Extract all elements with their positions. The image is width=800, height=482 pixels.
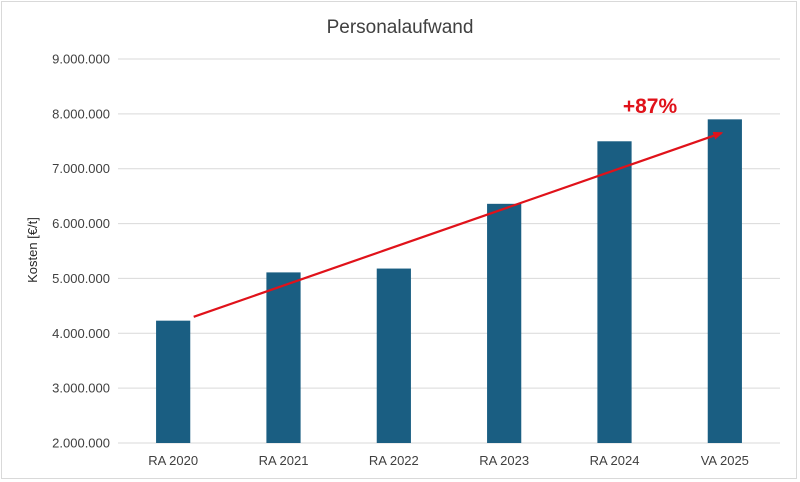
y-tick-label: 2.000.000 <box>52 436 110 451</box>
y-tick-label: 3.000.000 <box>52 381 110 396</box>
x-tick-label: RA 2024 <box>590 453 640 468</box>
chart-title: Personalaufwand <box>327 17 474 38</box>
bar <box>597 141 632 444</box>
x-tick-label: VA 2025 <box>701 453 749 468</box>
x-tick-label: RA 2021 <box>259 453 309 468</box>
bar <box>707 119 742 443</box>
y-tick-label: 6.000.000 <box>52 216 110 231</box>
bars <box>156 119 742 444</box>
y-tick-label: 9.000.000 <box>52 52 110 67</box>
y-tick-labels: 2.000.000 3.000.000 4.000.000 5.000.000 6.00… <box>52 52 110 451</box>
trend-arrow <box>193 131 724 318</box>
x-tick-label: RA 2020 <box>148 453 198 468</box>
bar <box>156 320 191 443</box>
y-tick-label: 5.000.000 <box>52 271 110 286</box>
bar <box>376 268 411 443</box>
growth-annotation: +87% <box>623 95 678 118</box>
y-tick-label: 4.000.000 <box>52 326 110 341</box>
bar <box>266 272 301 443</box>
x-tick-label: RA 2022 <box>369 453 419 468</box>
bar <box>487 203 522 443</box>
y-axis-label: Kosten [€/t] <box>25 217 40 283</box>
y-tick-label: 7.000.000 <box>52 161 110 176</box>
x-tick-labels: RA 2020 RA 2021 RA 2022 RA 2023 RA 2024 VA 20… <box>148 453 749 468</box>
gridlines <box>118 58 780 444</box>
y-tick-label: 8.000.000 <box>52 106 110 121</box>
x-tick-label: RA 2023 <box>479 453 529 468</box>
